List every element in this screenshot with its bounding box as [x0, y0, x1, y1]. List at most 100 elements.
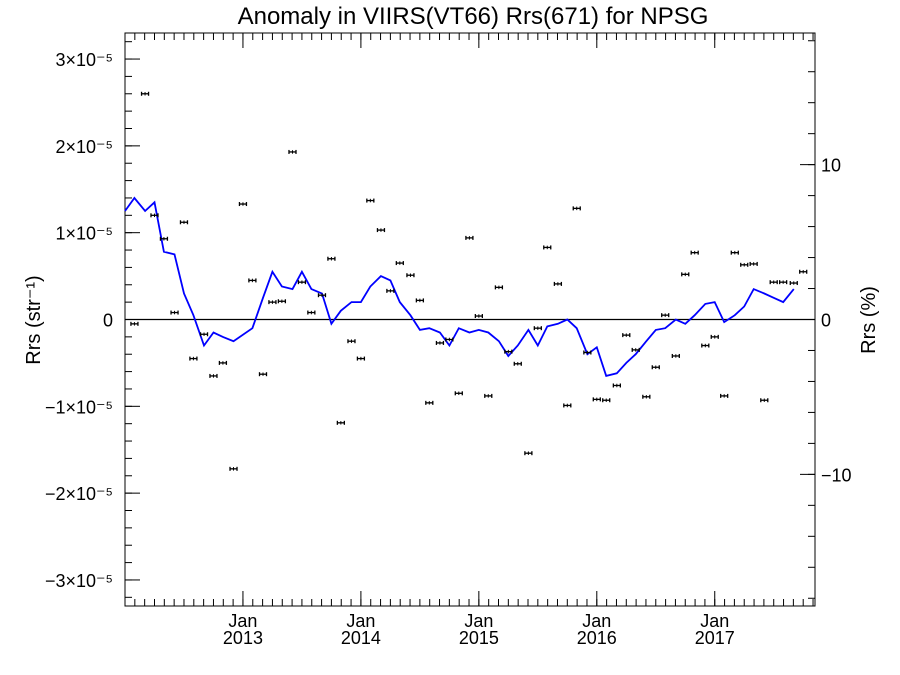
errorbar-point: [454, 391, 463, 396]
y-right-tick-label: 0: [821, 311, 831, 331]
errorbar-point: [258, 372, 268, 377]
errorbar-series-layer: [130, 91, 808, 471]
y-left-tick-label: −1×10⁻⁵: [45, 397, 113, 417]
y-left-tick-label: −3×10⁻⁵: [45, 571, 113, 591]
errorbar-point: [356, 356, 366, 361]
errorbar-point: [297, 280, 307, 285]
errorbar-point: [474, 314, 483, 319]
errorbar-point: [209, 373, 218, 378]
errorbar-point: [661, 313, 670, 318]
errorbar-point: [465, 235, 474, 240]
errorbar-point: [789, 281, 798, 286]
x-tick-year-label: 2013: [223, 628, 263, 648]
errorbar-point: [553, 281, 563, 286]
errorbar-point: [229, 466, 238, 471]
x-tick-year-label: 2014: [341, 628, 381, 648]
errorbar-point: [248, 278, 257, 283]
errorbar-point: [425, 400, 434, 405]
series-line: [124, 196, 795, 377]
errorbar-point: [238, 202, 248, 207]
errorbar-point: [189, 356, 198, 361]
errorbar-point: [749, 261, 758, 266]
errorbar-point: [631, 347, 640, 352]
errorbar-point: [524, 451, 533, 456]
errorbar-point: [179, 220, 189, 225]
errorbar-point: [681, 272, 690, 277]
errorbar-point: [622, 333, 631, 338]
errorbar-point: [533, 326, 542, 331]
errorbar-point: [779, 280, 788, 285]
errorbar-point: [386, 288, 395, 293]
errorbar-point: [769, 280, 778, 285]
y-right-tick-label: −10: [821, 465, 852, 485]
errorbar-point: [592, 397, 601, 402]
x-tick-month-label: Jan: [346, 611, 375, 631]
errorbar-point: [572, 206, 581, 211]
errorbar-point: [602, 398, 611, 403]
y-left-tick-label: 1×10⁻⁵: [55, 224, 113, 244]
errorbar-point: [307, 310, 316, 315]
errorbar-point: [504, 349, 513, 354]
y-right-tick-label: 10: [821, 156, 841, 176]
y-left-tick-label: −2×10⁻⁵: [45, 484, 113, 504]
errorbar-point: [199, 332, 209, 337]
x-tick-month-label: Jan: [700, 611, 729, 631]
errorbar-point: [130, 321, 139, 326]
errorbar-point: [484, 393, 493, 398]
errorbar-point: [268, 300, 277, 305]
y-left-tick-label: 2×10⁻⁵: [55, 137, 113, 157]
x-tick-month-label: Jan: [582, 611, 611, 631]
errorbar-point: [170, 310, 179, 315]
errorbar-point: [740, 262, 749, 267]
errorbar-point: [317, 293, 327, 298]
x-tick-year-label: 2015: [459, 628, 499, 648]
errorbar-point: [140, 91, 150, 96]
errorbar-point: [395, 261, 404, 266]
errorbar-point: [347, 339, 356, 344]
errorbar-point: [445, 337, 454, 342]
y-axis-left: 3×10⁻⁵ 2×10⁻⁵ 1×10⁻⁵ 0 −1×10⁻⁵ −2×10⁻⁵ −3×10⁻⁵: [45, 41, 140, 598]
y-left-tick-label: 0: [103, 311, 113, 331]
errorbar-point: [710, 334, 719, 339]
errorbar-point: [563, 403, 572, 408]
errorbar-point: [288, 149, 297, 154]
errorbar-point: [218, 360, 228, 365]
errorbar-point: [513, 361, 522, 366]
errorbar-point: [415, 298, 425, 303]
errorbar-point: [406, 273, 415, 278]
y-left-tick-label: 3×10⁻⁵: [55, 50, 113, 70]
errorbar-point: [701, 343, 710, 348]
errorbar-point: [651, 365, 660, 370]
line-series-layer: [124, 196, 795, 377]
errorbar-point: [730, 250, 739, 255]
y-axis-left-title: Rrs (str⁻¹): [23, 275, 45, 364]
y-axis-right: 10 0 −10: [800, 40, 852, 599]
errorbar-point: [435, 340, 445, 345]
errorbar-point: [336, 420, 345, 425]
errorbar-point: [799, 269, 808, 274]
errorbar-point: [760, 398, 769, 403]
x-tick-month-label: Jan: [464, 611, 493, 631]
errorbar-point: [150, 213, 159, 218]
y-axis-right-title: Rrs (%): [858, 286, 880, 354]
chart-title: Anomaly in VIIRS(VT66) Rrs(671) for NPSG: [238, 3, 709, 30]
errorbar-point: [671, 353, 680, 358]
errorbar-point: [159, 236, 169, 241]
errorbar-point: [690, 250, 699, 255]
errorbar-point: [366, 198, 375, 203]
x-tick-month-label: Jan: [228, 611, 257, 631]
errorbar-point: [720, 393, 729, 398]
errorbar-point: [583, 350, 592, 355]
x-tick-year-label: 2017: [695, 628, 735, 648]
errorbar-point: [327, 256, 336, 261]
errorbar-point: [494, 285, 504, 290]
x-tick-year-label: 2016: [577, 628, 617, 648]
errorbar-point: [543, 245, 552, 250]
errorbar-point: [277, 299, 287, 304]
errorbar-point: [612, 383, 621, 388]
errorbar-point: [642, 394, 651, 399]
errorbar-point: [376, 228, 386, 233]
